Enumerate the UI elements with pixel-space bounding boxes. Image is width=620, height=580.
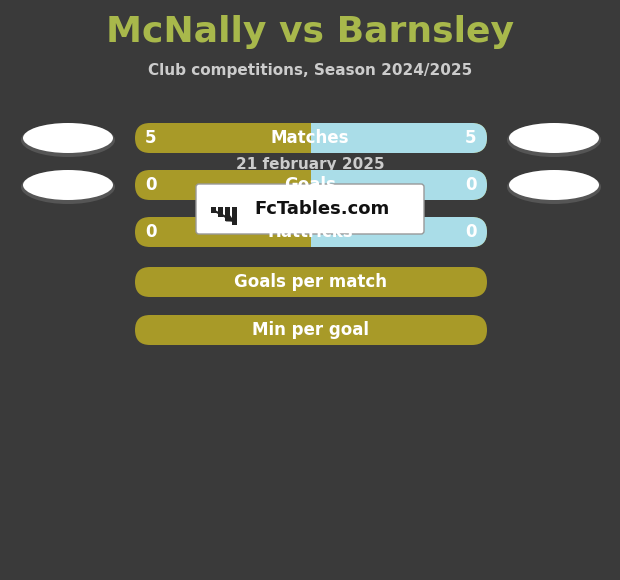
Text: 0: 0	[145, 176, 157, 194]
Ellipse shape	[23, 170, 113, 200]
FancyBboxPatch shape	[311, 217, 487, 247]
Bar	[232, 207, 237, 225]
Text: Min per goal: Min per goal	[252, 321, 368, 339]
Bar	[211, 207, 216, 213]
Bar	[225, 207, 230, 221]
Text: McNally vs Barnsley: McNally vs Barnsley	[106, 15, 514, 49]
Ellipse shape	[21, 170, 115, 204]
Text: 0: 0	[145, 223, 157, 241]
Text: Club competitions, Season 2024/2025: Club competitions, Season 2024/2025	[148, 63, 472, 78]
Ellipse shape	[507, 123, 601, 157]
FancyBboxPatch shape	[135, 170, 487, 200]
FancyBboxPatch shape	[135, 217, 487, 247]
Bar	[218, 207, 223, 217]
FancyBboxPatch shape	[311, 123, 487, 153]
FancyBboxPatch shape	[311, 170, 487, 200]
Bar	[311, 217, 331, 247]
Text: Matches: Matches	[271, 129, 349, 147]
Text: Goals per match: Goals per match	[234, 273, 386, 291]
FancyBboxPatch shape	[135, 123, 487, 153]
Bar	[291, 217, 311, 247]
Bar	[291, 170, 311, 200]
Text: Hattricks: Hattricks	[267, 223, 353, 241]
Text: 21 february 2025: 21 february 2025	[236, 158, 384, 172]
Ellipse shape	[509, 170, 599, 200]
Ellipse shape	[23, 123, 113, 153]
Text: 0: 0	[465, 176, 477, 194]
Ellipse shape	[507, 170, 601, 204]
Text: FcTables.com: FcTables.com	[254, 200, 389, 218]
FancyBboxPatch shape	[196, 184, 424, 234]
Ellipse shape	[509, 123, 599, 153]
Text: 5: 5	[145, 129, 157, 147]
Bar	[311, 123, 331, 153]
Bar	[291, 123, 311, 153]
Bar	[311, 170, 331, 200]
Ellipse shape	[21, 123, 115, 157]
FancyBboxPatch shape	[135, 315, 487, 345]
Text: 5: 5	[465, 129, 477, 147]
Text: Goals: Goals	[284, 176, 336, 194]
Text: 0: 0	[465, 223, 477, 241]
FancyBboxPatch shape	[135, 267, 487, 297]
